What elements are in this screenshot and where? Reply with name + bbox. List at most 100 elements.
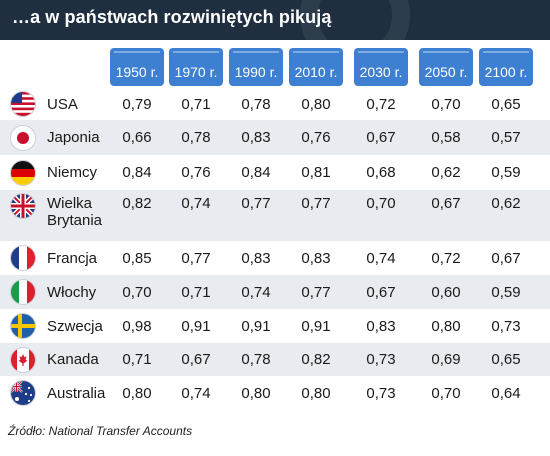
year-column-header: 2050 r. [419,48,473,86]
table-cell: 0,80 [122,385,152,402]
france-flag-icon [11,246,35,270]
table-cell: 0,66 [122,129,152,146]
year-column-header: 1990 r. [229,48,283,86]
table-cell: 0,80 [301,96,331,113]
table-cell: 0,70 [431,96,461,113]
table-cell: 0,62 [491,195,521,212]
table-cell: 0,85 [122,250,152,267]
country-label: Australia [47,385,106,402]
table-cell: 0,83 [241,129,271,146]
table-cell: 0,84 [122,164,152,181]
table-cell: 0,79 [122,96,152,113]
table-cell: 0,73 [366,385,396,402]
table-cell: 0,58 [431,129,461,146]
table-cell: 0,83 [366,318,396,335]
table-row: Szwecja 0,98 0,91 0,91 0,91 0,83 0,80 0,73 [0,309,550,343]
table-cell: 0,91 [301,318,331,335]
table-cell: 0,82 [122,195,152,212]
country-label: Francja [47,250,98,267]
table-cell: 0,59 [491,164,521,181]
table-cell: 0,73 [491,318,521,335]
country-label: Szwecja [47,318,103,335]
year-column-header: 2030 r. [354,48,408,86]
table-cell: 0,64 [491,385,521,402]
table-cell: 0,74 [181,195,211,212]
table-cell: 0,73 [366,351,396,368]
table-cell: 0,77 [301,284,331,301]
table-cell: 0,70 [122,284,152,301]
table-cell: 0,81 [301,164,331,181]
table-cell: 0,70 [366,195,396,212]
table-cell: 0,91 [181,318,211,335]
table-cell: 0,80 [241,385,271,402]
table-cell: 0,82 [301,351,331,368]
table-cell: 0,72 [431,250,461,267]
italy-flag-icon [11,280,35,304]
year-column-header: 2010 r. [289,48,343,86]
canada-flag-icon [11,348,35,372]
country-label: Włochy [47,284,97,301]
table-row: Japonia 0,66 0,78 0,83 0,76 0,67 0,58 0,57 [0,120,550,155]
table-cell: 0,60 [431,284,461,301]
country-label: Wielka Brytania [47,195,103,229]
table-cell: 0,78 [241,351,271,368]
table-cell: 0,83 [301,250,331,267]
table-cell: 0,80 [301,385,331,402]
table-cell: 0,67 [491,250,521,267]
table-cell: 0,67 [366,129,396,146]
table-row: Australia 0,80 0,74 0,80 0,80 0,73 0,70 0,64 [0,376,550,410]
page-title: …a w państwach rozwiniętych pikują [12,7,332,27]
table-cell: 0,74 [241,284,271,301]
table-cell: 0,74 [366,250,396,267]
country-label: Niemcy [47,164,98,181]
table-cell: 0,71 [181,96,211,113]
table-cell: 0,77 [241,195,271,212]
table-cell: 0,62 [431,164,461,181]
table-cell: 0,65 [491,96,521,113]
table-cell: 0,70 [431,385,461,402]
table-cell: 0,65 [491,351,521,368]
table-cell: 0,69 [431,351,461,368]
table-cell: 0,59 [491,284,521,301]
table-row: Włochy 0,70 0,71 0,74 0,77 0,67 0,60 0,59 [0,275,550,309]
table-cell: 0,74 [181,385,211,402]
germany-flag-icon [11,161,35,185]
table-cell: 0,57 [491,129,521,146]
table-cell: 0,67 [181,351,211,368]
country-label: Japonia [47,129,100,146]
table-cell: 0,67 [431,195,461,212]
year-column-header: 2100 r. [479,48,533,86]
table-row: Kanada 0,71 0,67 0,78 0,82 0,73 0,69 0,65 [0,343,550,376]
table-cell: 0,76 [301,129,331,146]
table-cell: 0,72 [366,96,396,113]
table-cell: 0,77 [181,250,211,267]
source-note: Źródło: National Transfer Accounts [8,424,193,438]
year-header-row: 1950 r. 1970 r. 1990 r. 2010 r. 2030 r. 2050 … [0,48,550,88]
table-cell: 0,78 [241,96,271,113]
table-cell: 0,67 [366,284,396,301]
table-cell: 0,83 [241,250,271,267]
table-cell: 0,71 [181,284,211,301]
table-row: USA 0,79 0,71 0,78 0,80 0,72 0,70 0,65 [0,88,550,120]
table-cell: 0,76 [181,164,211,181]
japan-flag-icon [11,126,35,150]
sweden-flag-icon [11,314,35,338]
usa-flag-icon [11,92,35,116]
table-cell: 0,98 [122,318,152,335]
table-cell: 0,78 [181,129,211,146]
title-bar: …a w państwach rozwiniętych pikują [0,0,550,40]
table-cell: 0,91 [241,318,271,335]
year-column-header: 1970 r. [169,48,223,86]
country-label: USA [47,96,78,113]
year-column-header: 1950 r. [110,48,164,86]
country-label: Kanada [47,351,99,368]
table-cell: 0,71 [122,351,152,368]
uk-flag-icon [11,194,35,218]
table-cell: 0,77 [301,195,331,212]
australia-flag-icon [11,381,35,405]
table-cell: 0,84 [241,164,271,181]
decorative-swirl [300,0,410,40]
table-row: Niemcy 0,84 0,76 0,84 0,81 0,68 0,62 0,59 [0,155,550,190]
table-cell: 0,68 [366,164,396,181]
table-row: Francja 0,85 0,77 0,83 0,83 0,74 0,72 0,67 [0,241,550,275]
